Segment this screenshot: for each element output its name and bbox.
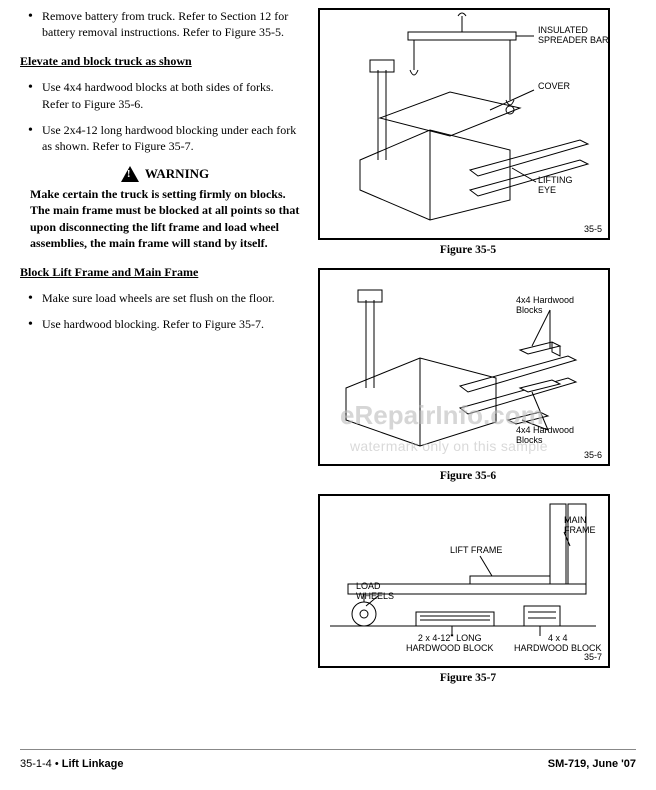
label-cover: COVER — [538, 82, 570, 92]
section2-bullet-0: Make sure load wheels are set flush on t… — [42, 290, 300, 306]
figure-35-5: INSULATED SPREADER BAR COVER LIFTING EYE… — [318, 8, 610, 240]
label-blocks-top: 4x4 Hardwood Blocks — [516, 296, 574, 316]
section2-list: Make sure load wheels are set flush on t… — [20, 290, 300, 332]
section1-bullet-1: Use 2x4-12 long hardwood blocking under … — [42, 122, 300, 154]
label-spreader: INSULATED SPREADER BAR — [538, 26, 609, 46]
section-block-head: Block Lift Frame and Main Frame — [20, 265, 300, 280]
page-footer: 35-1-4 • Lift Linkage SM-719, June '07 — [20, 749, 636, 770]
warning-icon — [121, 166, 139, 182]
footer-page: 35-1-4 — [20, 758, 52, 770]
footer-doc: SM-719, June '07 — [548, 758, 636, 770]
label-block-left: 2 x 4-12" LONG HARDWOOD BLOCK — [406, 634, 494, 654]
warning-head: WARNING — [30, 166, 300, 182]
section2-bullet-1: Use hardwood blocking. Refer to Figure 3… — [42, 316, 300, 332]
figure-35-7-caption: Figure 35-7 — [318, 672, 618, 684]
warning-block: WARNING Make certain the truck is settin… — [30, 166, 300, 251]
figure-35-5-caption: Figure 35-5 — [318, 244, 618, 256]
fig-num-2: 35-6 — [584, 450, 602, 460]
figure-35-6-caption: Figure 35-6 — [318, 470, 618, 482]
footer-left: 35-1-4 • Lift Linkage — [20, 758, 124, 770]
fig-num-3: 35-7 — [584, 652, 602, 662]
label-block-right: 4 x 4 HARDWOOD BLOCK — [514, 634, 602, 654]
fig-num-1: 35-5 — [584, 224, 602, 234]
warning-text: Make certain the truck is setting firmly… — [30, 186, 300, 251]
section1-bullet-0: Use 4x4 hardwood blocks at both sides of… — [42, 79, 300, 111]
left-column: Remove battery from truck. Refer to Sect… — [20, 8, 300, 696]
footer-section: Lift Linkage — [62, 758, 124, 770]
right-column: INSULATED SPREADER BAR COVER LIFTING EYE… — [318, 8, 618, 696]
label-load-wheels: LOAD WHEELS — [356, 582, 394, 602]
intro-list: Remove battery from truck. Refer to Sect… — [20, 8, 300, 40]
label-lifting-eye: LIFTING EYE — [538, 176, 573, 196]
figure-35-6: 4x4 Hardwood Blocks 4x4 Hardwood Blocks … — [318, 268, 610, 466]
section-elevate-head: Elevate and block truck as shown — [20, 54, 300, 69]
figure-35-7: LIFT FRAME MAIN FRAME LOAD WHEELS 2 x 4-… — [318, 494, 610, 668]
section1-list: Use 4x4 hardwood blocks at both sides of… — [20, 79, 300, 154]
label-blocks-bot: 4x4 Hardwood Blocks — [516, 426, 574, 446]
warning-label: WARNING — [145, 166, 209, 182]
label-main-frame: MAIN FRAME — [564, 516, 596, 536]
intro-bullet: Remove battery from truck. Refer to Sect… — [42, 8, 300, 40]
label-lift-frame: LIFT FRAME — [450, 546, 502, 556]
